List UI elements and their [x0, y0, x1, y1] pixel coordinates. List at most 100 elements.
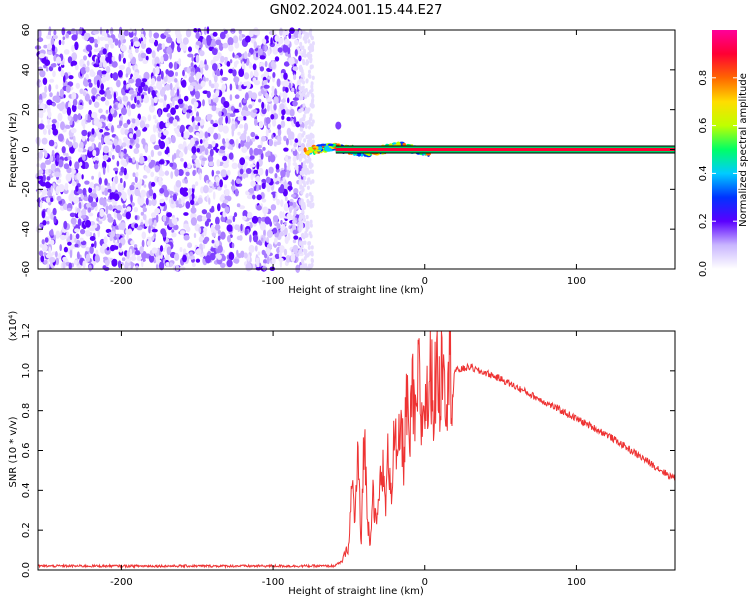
noise-blob	[71, 104, 77, 113]
noise-blob	[133, 133, 137, 140]
noise-blob	[117, 70, 123, 78]
noise-blob	[191, 115, 195, 123]
noise-blob	[309, 136, 313, 141]
noise-blob	[303, 217, 307, 223]
spectrogram-x-label: Height of straight line (km)	[288, 285, 424, 296]
noise-blob	[195, 161, 201, 168]
noise-blob	[39, 243, 44, 248]
noise-blob	[272, 46, 279, 55]
y-tick-label: 0.6	[21, 443, 32, 459]
noise-blob	[48, 128, 51, 136]
noise-blob	[207, 154, 214, 163]
noise-blob	[215, 176, 220, 182]
noise-blob	[139, 120, 146, 129]
noise-blob	[213, 74, 218, 83]
noise-blob	[64, 182, 69, 191]
noise-blob	[130, 137, 134, 144]
noise-blob	[156, 81, 162, 90]
noise-blob	[225, 115, 229, 124]
noise-blob	[188, 125, 194, 133]
noise-blob	[77, 104, 84, 110]
noise-blob	[245, 168, 252, 174]
noise-blob	[142, 59, 148, 64]
noise-blob	[251, 215, 259, 224]
noise-blob	[265, 169, 269, 177]
noise-blob	[206, 218, 211, 223]
noise-blob	[178, 58, 182, 65]
noise-blob	[202, 243, 206, 249]
noise-blob	[89, 36, 95, 44]
noise-blob	[82, 78, 89, 87]
noise-blob	[122, 95, 129, 102]
noise-blob	[277, 124, 282, 130]
noise-blob	[108, 204, 113, 211]
noise-blob	[222, 210, 227, 218]
noise-blob	[311, 258, 314, 264]
noise-blob	[49, 92, 53, 98]
noise-blob	[118, 39, 121, 49]
noise-blob	[298, 90, 302, 95]
noise-blob	[289, 108, 295, 117]
noise-blob	[131, 118, 136, 124]
noise-blob	[239, 157, 246, 166]
noise-blob	[199, 118, 205, 126]
ridge-blob	[320, 143, 327, 146]
noise-blob	[182, 248, 187, 254]
noise-blob	[128, 78, 135, 84]
noise-blob	[212, 191, 216, 200]
noise-blob	[97, 133, 102, 140]
noise-blob	[106, 246, 110, 251]
noise-blob	[292, 201, 297, 208]
noise-blob	[105, 73, 111, 81]
noise-blob	[238, 143, 241, 149]
noise-blob	[216, 181, 220, 187]
noise-blob	[102, 154, 109, 161]
noise-blob	[188, 254, 195, 260]
noise-blob	[61, 146, 66, 154]
noise-blob	[225, 219, 233, 224]
noise-blob	[107, 52, 113, 58]
noise-blob	[57, 112, 63, 122]
noise-blob	[79, 26, 83, 35]
noise-blob	[244, 228, 248, 236]
noise-blob	[204, 131, 209, 139]
noise-blob	[217, 124, 224, 133]
noise-blob	[145, 47, 152, 55]
noise-blob	[46, 220, 50, 225]
noise-blob	[270, 204, 277, 211]
noise-blob	[136, 255, 142, 262]
noise-blob	[194, 195, 198, 200]
noise-blob	[105, 65, 111, 74]
noise-blob	[116, 160, 120, 167]
noise-blob	[128, 158, 133, 163]
noise-blob	[194, 90, 201, 100]
noise-blob	[91, 175, 94, 180]
noise-blob	[45, 124, 53, 130]
noise-blob	[85, 229, 91, 237]
noise-blob	[58, 159, 64, 168]
noise-blob	[60, 69, 65, 78]
noise-blob	[67, 141, 73, 148]
noise-blob	[175, 264, 180, 272]
noise-blob	[253, 80, 261, 86]
noise-blob	[163, 31, 169, 36]
noise-blob	[277, 242, 281, 247]
noise-blob	[43, 251, 46, 257]
noise-blob	[309, 164, 313, 169]
noise-blob	[294, 138, 299, 143]
noise-blob	[88, 99, 92, 105]
noise-blob	[305, 134, 309, 140]
noise-blob	[291, 251, 295, 256]
noise-blob	[63, 220, 68, 230]
noise-blob	[226, 224, 233, 232]
noise-blob	[271, 134, 274, 139]
noise-blob	[249, 71, 254, 80]
noise-blob	[155, 264, 159, 269]
noise-blob	[252, 109, 258, 114]
noise-blob	[252, 234, 259, 243]
noise-blob	[255, 175, 261, 183]
noise-blob	[308, 69, 311, 75]
noise-blob	[39, 109, 44, 119]
noise-blob	[272, 191, 276, 199]
noise-blob	[310, 87, 314, 93]
